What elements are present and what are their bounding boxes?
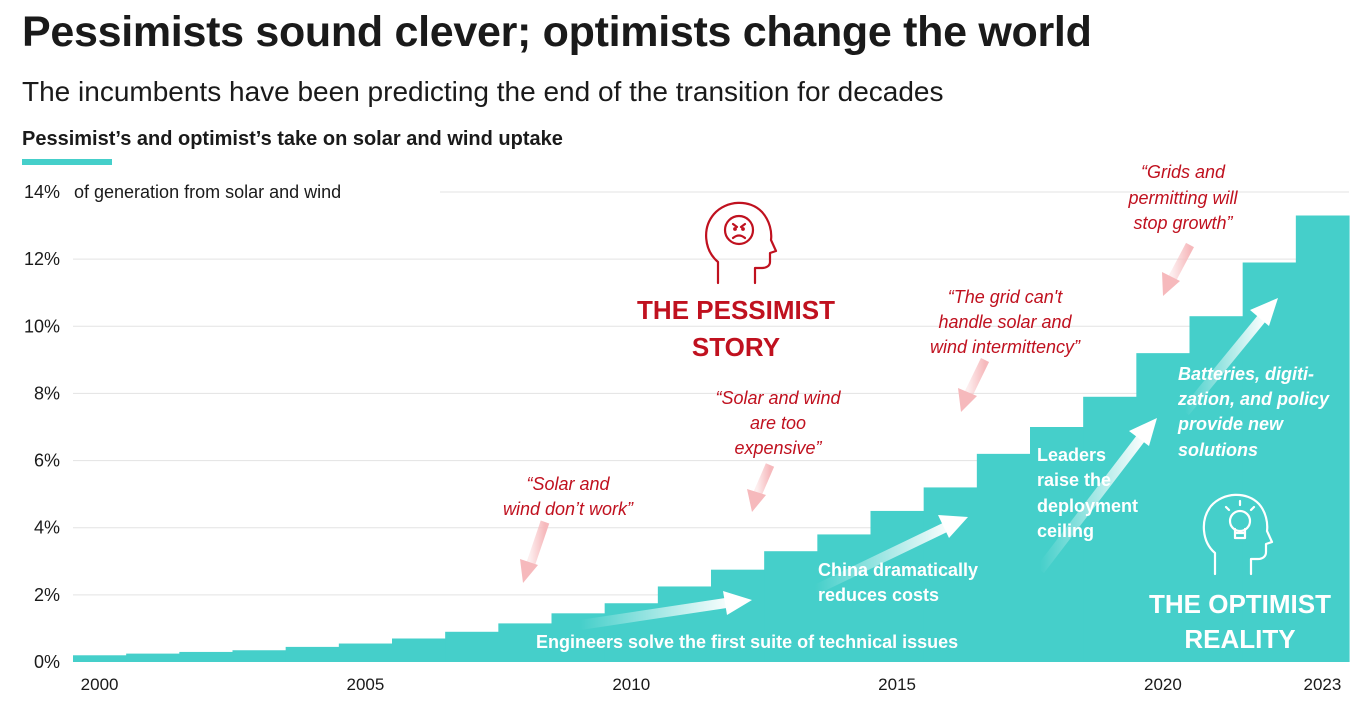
x-tick-label: 2023 <box>1304 675 1342 694</box>
optimist-arrow-2 <box>812 515 968 595</box>
area-step <box>392 638 446 662</box>
pessimist-quote-4-line1: “Grids and <box>1141 162 1226 182</box>
y-tick-label: 6% <box>34 451 60 471</box>
area-step <box>285 646 340 662</box>
y-tick-label: 8% <box>34 383 60 403</box>
optimist-heading-line2: REALITY <box>1184 624 1295 654</box>
area-step <box>232 650 287 662</box>
pessimist-quote-3-line2: handle solar and <box>938 312 1072 332</box>
lightbulb-head-icon <box>1202 493 1274 576</box>
chart-title: Pessimist’s and optimist’s take on solar… <box>22 128 563 150</box>
y-tick-label: 12% <box>24 249 60 269</box>
page-subtitle: The incumbents have been predicting the … <box>22 76 944 107</box>
pessimist-quote-2-line3: expensive” <box>734 438 822 458</box>
pessimist-quote-4-line2: permitting will <box>1127 188 1238 208</box>
optimist-arrow-3 <box>1036 418 1157 574</box>
optimist-note-2-line1: China dramatically <box>818 560 978 580</box>
pessimist-arrow-2 <box>747 463 775 512</box>
area-step <box>1136 353 1191 662</box>
optimist-note-2-line2: reduces costs <box>818 585 939 605</box>
x-tick-label: 2010 <box>612 675 650 694</box>
pessimist-arrow-4 <box>1162 242 1194 296</box>
area-step <box>870 510 925 662</box>
area-step <box>1295 215 1350 662</box>
y-tick-label: 10% <box>24 316 60 336</box>
area-step <box>817 534 872 662</box>
optimist-note-4-line1: Batteries, digiti- <box>1178 364 1314 384</box>
area-step <box>126 653 180 662</box>
optimist-arrow-4 <box>1181 298 1278 416</box>
y-tick-label: 4% <box>34 518 60 538</box>
optimist-note-3-line3: deployment <box>1037 496 1138 516</box>
x-tick-label: 2000 <box>81 675 119 694</box>
pessimist-quote-4-line3: stop growth” <box>1133 213 1233 233</box>
optimist-note-4-line3: provide new <box>1177 414 1284 434</box>
optimist-note-3-line4: ceiling <box>1037 521 1094 541</box>
area-step <box>73 655 127 662</box>
x-tick-label: 2015 <box>878 675 916 694</box>
area-step <box>498 623 553 662</box>
area-step <box>976 453 1031 662</box>
optimist-heading-line1: THE OPTIMIST <box>1149 589 1331 619</box>
pessimist-quote-2-line2: are too <box>750 413 806 433</box>
pessimist-arrow-3 <box>958 358 990 412</box>
pessimist-arrow-1 <box>520 520 550 583</box>
title-accent-bar <box>22 159 112 165</box>
optimist-note-3-line2: raise the <box>1037 470 1111 490</box>
area-step <box>338 643 393 662</box>
optimist-note-3-line1: Leaders <box>1037 445 1106 465</box>
pessimist-quote-3-line1: “The grid can't <box>948 287 1063 307</box>
area-step <box>179 651 234 662</box>
y-tick-label: 14% <box>24 182 60 202</box>
area-step <box>711 569 765 662</box>
optimist-arrow-1 <box>579 591 752 630</box>
area-step <box>445 631 499 662</box>
pessimist-quote-2-line1: “Solar and wind <box>715 388 841 408</box>
pessimist-heading-line1: THE PESSIMIST <box>637 295 835 325</box>
y-axis: 0% 2% 4% 6% 8% 10% 12% 14% <box>24 182 60 672</box>
area-step <box>657 586 712 662</box>
area-step <box>1083 396 1137 662</box>
y-unit-label: of generation from solar and wind <box>74 182 341 202</box>
pessimist-head-icon <box>705 201 778 285</box>
optimist-note-4-line4: solutions <box>1178 440 1258 460</box>
y-tick-label: 2% <box>34 585 60 605</box>
area-step <box>764 551 818 662</box>
x-axis: 2000 2005 2010 2015 2020 2023 <box>81 675 1342 694</box>
x-tick-label: 2005 <box>347 675 385 694</box>
pessimist-quote-1-line2: wind don’t work” <box>503 499 634 519</box>
page-title: Pessimists sound clever; optimists chang… <box>22 8 1092 56</box>
x-tick-label: 2020 <box>1144 675 1182 694</box>
pessimist-heading-line2: STORY <box>692 332 780 362</box>
pessimist-quote-3-line3: wind intermittency” <box>930 337 1081 357</box>
pessimist-quote-1-line1: “Solar and <box>526 474 610 494</box>
y-tick-label: 0% <box>34 652 60 672</box>
optimist-note-1: Engineers solve the first suite of techn… <box>536 632 958 652</box>
optimist-note-4-line2: zation, and policy <box>1177 389 1330 409</box>
area-series <box>73 215 1350 662</box>
